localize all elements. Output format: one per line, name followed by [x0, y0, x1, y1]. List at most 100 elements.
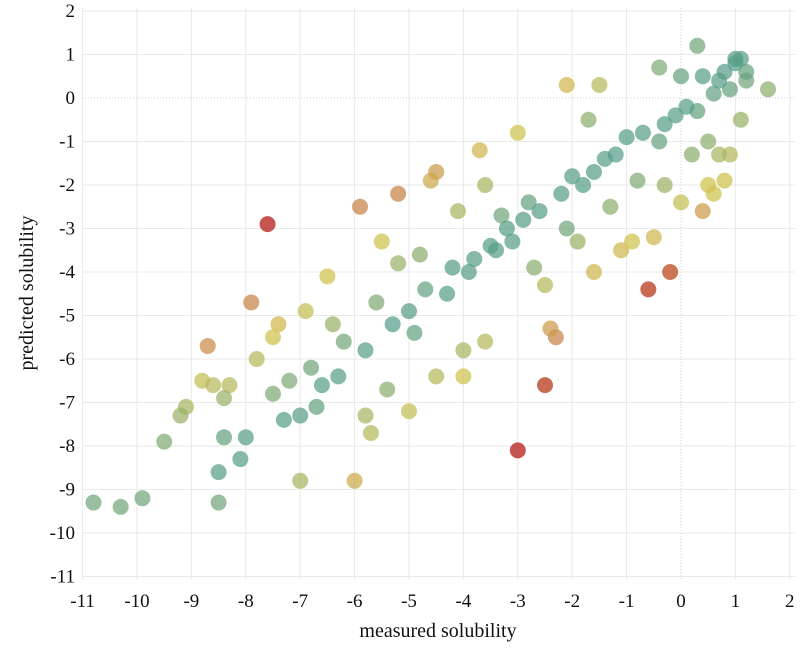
- y-axis-ticks: 2 1 0 -1 -2 -3 -4 -5 -6 -7 -8 -9 -10 -11: [50, 1, 76, 588]
- data-point: [558, 76, 575, 93]
- y-tick-label: -4: [59, 262, 75, 283]
- x-tick-label: 2: [785, 591, 795, 612]
- data-point: [716, 172, 733, 189]
- data-point: [379, 381, 396, 398]
- data-point: [401, 403, 417, 420]
- data-point: [455, 368, 472, 385]
- data-point: [466, 250, 483, 267]
- data-point: [711, 146, 728, 163]
- data-point: [199, 337, 216, 354]
- data-point: [585, 264, 602, 280]
- x-tick-label: -9: [183, 591, 199, 612]
- x-tick-label: -4: [455, 591, 471, 612]
- data-point: [645, 229, 662, 246]
- data-point: [172, 407, 189, 424]
- data-point: [662, 264, 679, 280]
- data-point: [362, 424, 379, 441]
- data-point: [760, 81, 777, 98]
- data-point: [520, 194, 537, 211]
- data-point: [580, 111, 597, 128]
- x-tick-label: -1: [619, 591, 635, 612]
- data-point: [493, 207, 510, 224]
- data-point: [471, 142, 488, 159]
- data-point: [558, 220, 575, 237]
- data-point: [292, 407, 309, 424]
- data-point: [585, 163, 602, 180]
- data-point: [651, 133, 668, 150]
- data-point: [613, 242, 630, 259]
- data-point: [531, 203, 548, 220]
- data-point: [313, 377, 330, 394]
- data-point: [515, 211, 532, 228]
- y-tick-label: -2: [59, 175, 75, 196]
- data-point: [449, 203, 466, 220]
- data-point: [357, 407, 374, 424]
- data-point: [477, 333, 494, 350]
- data-point: [422, 172, 439, 189]
- x-axis-ticks: -11 -10 -9 -8 -7 -6 -5 -4 -3 -2 -1 0 1 2: [70, 591, 794, 612]
- data-point: [732, 111, 749, 128]
- data-point: [216, 390, 233, 407]
- data-point: [265, 329, 281, 346]
- x-tick-label: -10: [124, 591, 149, 612]
- data-point: [330, 368, 347, 385]
- data-point: [243, 294, 260, 311]
- data-point: [656, 177, 673, 193]
- data-point: [319, 268, 336, 285]
- data-point: [673, 68, 689, 85]
- x-tick-label: -11: [70, 591, 95, 612]
- data-point: [553, 185, 570, 202]
- y-axis-title: predicted solubility: [16, 216, 38, 371]
- data-point: [221, 377, 238, 394]
- y-tick-label: -1: [59, 132, 75, 153]
- data-point: [651, 59, 668, 76]
- data-point: [667, 107, 684, 124]
- data-point: [275, 411, 292, 428]
- data-point: [444, 259, 461, 276]
- data-point: [303, 359, 320, 376]
- data-point: [634, 124, 651, 141]
- data-point: [602, 198, 619, 215]
- data-point: [618, 129, 635, 146]
- data-point: [156, 433, 173, 450]
- data-point: [455, 342, 472, 359]
- data-point: [210, 494, 227, 511]
- data-point: [216, 429, 233, 446]
- data-point: [721, 81, 738, 98]
- data-point: [705, 85, 722, 102]
- data-point: [406, 324, 423, 341]
- data-point: [694, 203, 711, 220]
- data-point: [390, 185, 407, 202]
- data-point: [477, 177, 494, 193]
- data-point: [591, 76, 608, 93]
- data-point: [352, 198, 369, 215]
- data-point: [259, 216, 276, 233]
- data-point: [498, 220, 515, 237]
- data-point: [112, 498, 129, 515]
- x-tick-label: -8: [238, 591, 254, 612]
- data-point: [656, 116, 673, 133]
- data-point: [537, 277, 553, 294]
- data-point: [281, 372, 298, 389]
- data-point: [460, 264, 477, 280]
- data-point: [210, 464, 227, 481]
- data-point: [629, 172, 646, 189]
- y-tick-label: -5: [59, 306, 75, 327]
- data-point: [624, 233, 641, 250]
- y-tick-label: -3: [59, 219, 75, 240]
- data-point: [237, 429, 254, 446]
- data-point: [439, 285, 456, 302]
- data-point: [569, 233, 586, 250]
- y-tick-label: 2: [66, 1, 76, 22]
- y-tick-label: -10: [50, 523, 75, 544]
- data-point: [308, 398, 325, 415]
- data-point: [205, 377, 222, 394]
- data-point: [542, 320, 559, 337]
- data-point: [575, 177, 592, 193]
- x-tick-label: -3: [510, 591, 526, 612]
- x-axis-title: measured solubility: [359, 620, 516, 642]
- data-point: [335, 333, 352, 350]
- data-point: [417, 281, 434, 298]
- data-point: [683, 146, 700, 163]
- data-point: [292, 472, 309, 489]
